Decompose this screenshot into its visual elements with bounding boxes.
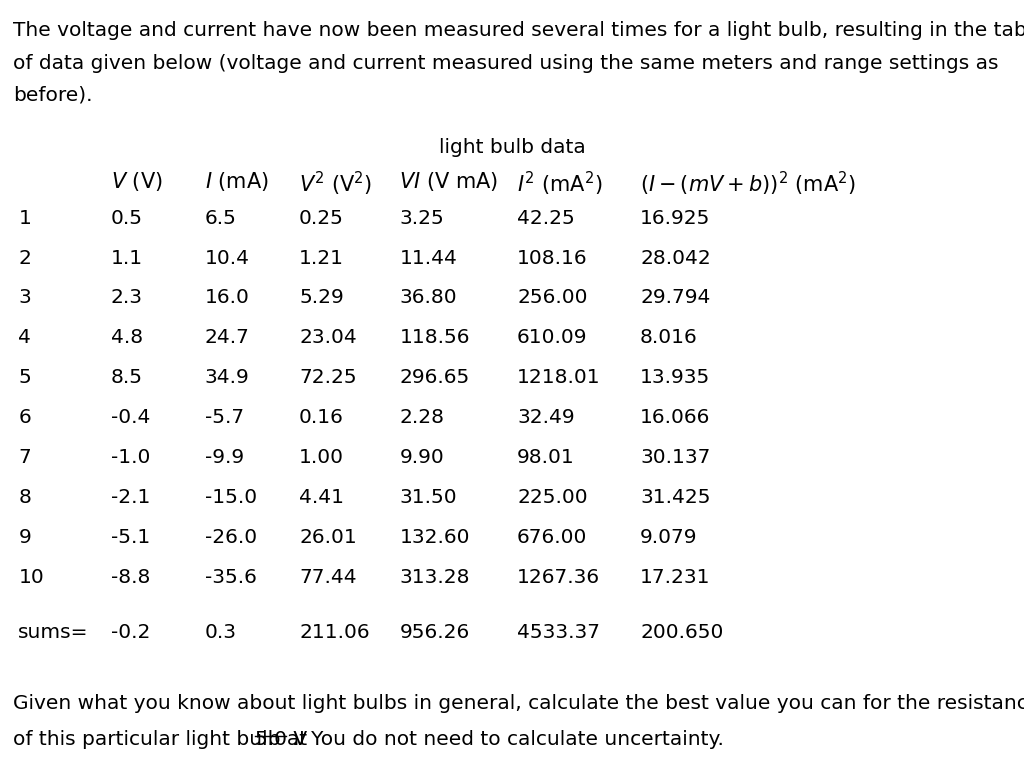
Text: 256.00: 256.00: [517, 288, 588, 308]
Text: of this particular light bulb at: of this particular light bulb at: [13, 730, 313, 749]
Text: 98.01: 98.01: [517, 448, 574, 467]
Text: 0.5: 0.5: [111, 209, 142, 228]
Text: 4.41: 4.41: [299, 488, 344, 507]
Text: 1267.36: 1267.36: [517, 568, 600, 587]
Text: -26.0: -26.0: [205, 528, 257, 547]
Text: 1.21: 1.21: [299, 249, 344, 268]
Text: 956.26: 956.26: [399, 623, 470, 642]
Text: 31.425: 31.425: [640, 488, 711, 507]
Text: 211.06: 211.06: [299, 623, 370, 642]
Text: 610.09: 610.09: [517, 328, 588, 347]
Text: 108.16: 108.16: [517, 249, 588, 268]
Text: 36.80: 36.80: [399, 288, 457, 308]
Text: 4533.37: 4533.37: [517, 623, 600, 642]
Text: 200.650: 200.650: [640, 623, 723, 642]
Text: The voltage and current have now been measured several times for a light bulb, r: The voltage and current have now been me…: [13, 21, 1024, 41]
Text: light bulb data: light bulb data: [438, 138, 586, 157]
Text: -8.8: -8.8: [111, 568, 150, 587]
Text: 10: 10: [18, 568, 44, 587]
Text: 8.5: 8.5: [111, 368, 142, 387]
Text: 9: 9: [18, 528, 31, 547]
Text: 1218.01: 1218.01: [517, 368, 601, 387]
Text: 5: 5: [18, 368, 31, 387]
Text: 34.9: 34.9: [205, 368, 250, 387]
Text: 6.5: 6.5: [205, 209, 237, 228]
Text: 23.04: 23.04: [299, 328, 356, 347]
Text: 31.50: 31.50: [399, 488, 457, 507]
Text: 3.25: 3.25: [399, 209, 444, 228]
Text: before).: before).: [13, 86, 93, 105]
Text: 8.016: 8.016: [640, 328, 697, 347]
Text: 676.00: 676.00: [517, 528, 588, 547]
Text: 9.079: 9.079: [640, 528, 697, 547]
Text: 11.44: 11.44: [399, 249, 458, 268]
Text: $I$ (mA): $I$ (mA): [205, 170, 268, 193]
Text: 1.1: 1.1: [111, 249, 142, 268]
Text: 0.25: 0.25: [299, 209, 344, 228]
Text: of data given below (voltage and current measured using the same meters and rang: of data given below (voltage and current…: [13, 54, 998, 73]
Text: $(I-(mV+b))^{2}$ (mA$^{2}$): $(I-(mV+b))^{2}$ (mA$^{2}$): [640, 170, 856, 199]
Text: 118.56: 118.56: [399, 328, 470, 347]
Text: -9.9: -9.9: [205, 448, 244, 467]
Text: 9.90: 9.90: [399, 448, 444, 467]
Text: 28.042: 28.042: [640, 249, 711, 268]
Text: 42.25: 42.25: [517, 209, 574, 228]
Text: 30.137: 30.137: [640, 448, 711, 467]
Text: $V$ (V): $V$ (V): [111, 170, 162, 193]
Text: 6: 6: [18, 408, 31, 427]
Text: $I^{2}$ (mA$^{2}$): $I^{2}$ (mA$^{2}$): [517, 170, 602, 199]
Text: -5.7: -5.7: [205, 408, 244, 427]
Text: 2.3: 2.3: [111, 288, 142, 308]
Text: -5.1: -5.1: [111, 528, 150, 547]
Text: 16.066: 16.066: [640, 408, 711, 427]
Text: 16.0: 16.0: [205, 288, 250, 308]
Text: 2.28: 2.28: [399, 408, 444, 427]
Text: 296.65: 296.65: [399, 368, 470, 387]
Text: -15.0: -15.0: [205, 488, 257, 507]
Text: 2: 2: [18, 249, 32, 268]
Text: 8: 8: [18, 488, 32, 507]
Text: 72.25: 72.25: [299, 368, 356, 387]
Text: 1.00: 1.00: [299, 448, 344, 467]
Text: 10.4: 10.4: [205, 249, 250, 268]
Text: 26.01: 26.01: [299, 528, 356, 547]
Text: 3: 3: [18, 288, 31, 308]
Text: $V^{2}$ (V$^{2}$): $V^{2}$ (V$^{2}$): [299, 170, 373, 199]
Text: 4: 4: [18, 328, 32, 347]
Text: 13.935: 13.935: [640, 368, 711, 387]
Text: 4.8: 4.8: [111, 328, 142, 347]
Text: 225.00: 225.00: [517, 488, 588, 507]
Text: 313.28: 313.28: [399, 568, 470, 587]
Text: -35.6: -35.6: [205, 568, 257, 587]
Text: 17.231: 17.231: [640, 568, 711, 587]
Text: 5.29: 5.29: [299, 288, 344, 308]
Text: 77.44: 77.44: [299, 568, 356, 587]
Text: 16.925: 16.925: [640, 209, 711, 228]
Text: 24.7: 24.7: [205, 328, 250, 347]
Text: Given what you know about light bulbs in general, calculate the best value you c: Given what you know about light bulbs in…: [13, 694, 1024, 713]
Text: .  You do not need to calculate uncertainty.: . You do not need to calculate uncertain…: [292, 730, 723, 749]
Text: -1.0: -1.0: [111, 448, 150, 467]
Text: 0.3: 0.3: [205, 623, 237, 642]
Text: 0.16: 0.16: [299, 408, 344, 427]
Text: 29.794: 29.794: [640, 288, 711, 308]
Text: -2.1: -2.1: [111, 488, 150, 507]
Text: 7: 7: [18, 448, 31, 467]
Text: $VI$ (V mA): $VI$ (V mA): [399, 170, 499, 193]
Text: 5.0 V: 5.0 V: [255, 730, 307, 749]
Text: -0.4: -0.4: [111, 408, 150, 427]
Text: 1: 1: [18, 209, 32, 228]
Text: 32.49: 32.49: [517, 408, 574, 427]
Text: 132.60: 132.60: [399, 528, 470, 547]
Text: -0.2: -0.2: [111, 623, 150, 642]
Text: sums=: sums=: [18, 623, 89, 642]
